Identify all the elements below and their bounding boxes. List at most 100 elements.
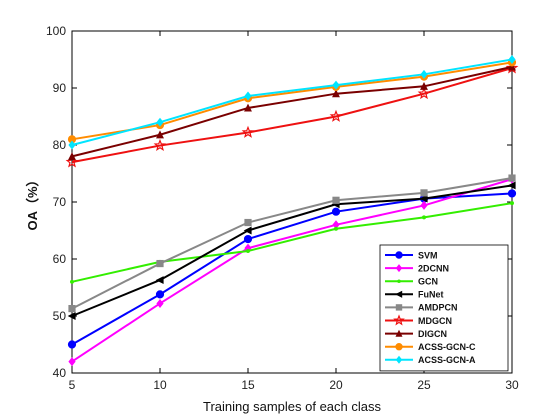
legend-marker: [397, 279, 401, 283]
data-point: [155, 290, 165, 299]
legend-marker: [395, 343, 403, 351]
legend-item: GCN: [385, 277, 438, 287]
series-digcn: [68, 62, 516, 160]
legend-item: AMDPCN: [385, 303, 458, 313]
data-point: [332, 80, 340, 90]
legend-marker: [395, 290, 403, 298]
data-point: [156, 259, 164, 268]
y-tick-label: 80: [53, 138, 67, 152]
data-point: [68, 357, 76, 367]
series-line: [71, 58, 513, 146]
legend-marker: [395, 251, 403, 259]
data-point: [241, 125, 255, 138]
y-tick-label: 100: [46, 24, 66, 38]
data-point: [422, 215, 426, 220]
data-point: [243, 234, 253, 244]
legend-label: ACSS-GCN-A: [418, 355, 476, 365]
legend-label: GCN: [418, 277, 438, 287]
data-point: [420, 200, 428, 210]
data-point: [329, 109, 343, 122]
data-point: [65, 155, 79, 168]
data-point: [420, 69, 428, 79]
data-point: [243, 226, 252, 235]
series-line: [71, 67, 513, 164]
legend-label: 2DCNN: [418, 263, 449, 273]
series-amdpcn: [68, 174, 516, 313]
data-point: [155, 276, 164, 285]
legend: SVM 2DCNN GCN FuNet AMDPCN MDGCN DIGCN ACSS-GCN…: [379, 244, 509, 372]
data-point: [244, 218, 252, 227]
x-tick-label: 25: [417, 378, 431, 392]
data-point: [332, 89, 340, 98]
data-point: [156, 117, 164, 127]
y-tick-label: 70: [53, 195, 67, 209]
data-point: [332, 220, 340, 230]
data-point: [417, 86, 431, 100]
data-point: [153, 138, 167, 152]
legend-item: MDGCN: [385, 314, 452, 326]
series-line: [71, 192, 513, 346]
data-point: [510, 201, 514, 206]
data-point: [508, 55, 516, 64]
series-line: [71, 178, 513, 363]
legend-label: DIGCN: [418, 329, 447, 339]
legend-label: ACSS-GCN-C: [418, 342, 476, 352]
series-gcn: [70, 201, 514, 284]
legend-label: SVM: [418, 250, 438, 260]
legend-item: 2DCNN: [385, 263, 449, 273]
legend-marker: [395, 304, 403, 311]
data-point: [156, 130, 164, 139]
data-point: [331, 207, 341, 216]
y-tick-label: 90: [53, 81, 67, 95]
data-point: [68, 140, 76, 150]
legend-marker: [395, 355, 403, 364]
x-tick-label: 15: [241, 378, 255, 392]
data-point: [419, 194, 428, 203]
x-tick-label: 5: [69, 378, 76, 392]
legend-label: FuNet: [418, 290, 444, 300]
series-line: [71, 184, 513, 317]
legend-label: MDGCN: [418, 316, 452, 326]
y-axis-title: OA（%）: [25, 173, 40, 230]
legend-marker: [395, 264, 403, 273]
x-tick-label: 20: [329, 378, 343, 392]
series-layer: [65, 55, 519, 367]
data-point: [67, 312, 76, 320]
y-tick-label: 40: [53, 366, 67, 380]
legend-marker: [395, 329, 403, 337]
data-point: [246, 249, 250, 254]
x-axis: 5 10 15 20 25 30: [69, 31, 519, 392]
legend-marker: [393, 314, 405, 326]
series-svm: [67, 189, 517, 349]
data-point: [67, 340, 77, 349]
data-point: [507, 189, 517, 198]
series-line: [71, 202, 513, 283]
data-point: [68, 304, 76, 313]
data-point: [420, 189, 428, 197]
legend-item: ACSS-GCN-C: [385, 342, 476, 352]
legend-label: AMDPCN: [418, 303, 458, 313]
y-axis: 40 50 60 70 80 90 100: [46, 24, 512, 380]
data-point: [156, 298, 164, 308]
data-point: [244, 103, 252, 112]
data-point: [68, 152, 76, 160]
series-funet: [67, 181, 516, 320]
data-point: [508, 174, 516, 182]
x-tick-label: 30: [505, 378, 519, 392]
series-line: [71, 65, 513, 158]
legend-item: ACSS-GCN-A: [385, 355, 476, 365]
y-tick-label: 60: [53, 252, 67, 266]
legend-item: FuNet: [385, 290, 444, 300]
x-axis-title: Training samples of each class: [203, 399, 381, 414]
y-tick-label: 50: [53, 309, 67, 323]
data-point: [507, 181, 516, 190]
data-point: [70, 279, 74, 284]
series-line: [71, 177, 513, 310]
data-point: [508, 62, 516, 71]
data-point: [332, 196, 340, 204]
x-tick-label: 10: [153, 378, 167, 392]
data-point: [420, 81, 428, 90]
data-point: [244, 91, 252, 101]
data-point: [334, 226, 338, 231]
